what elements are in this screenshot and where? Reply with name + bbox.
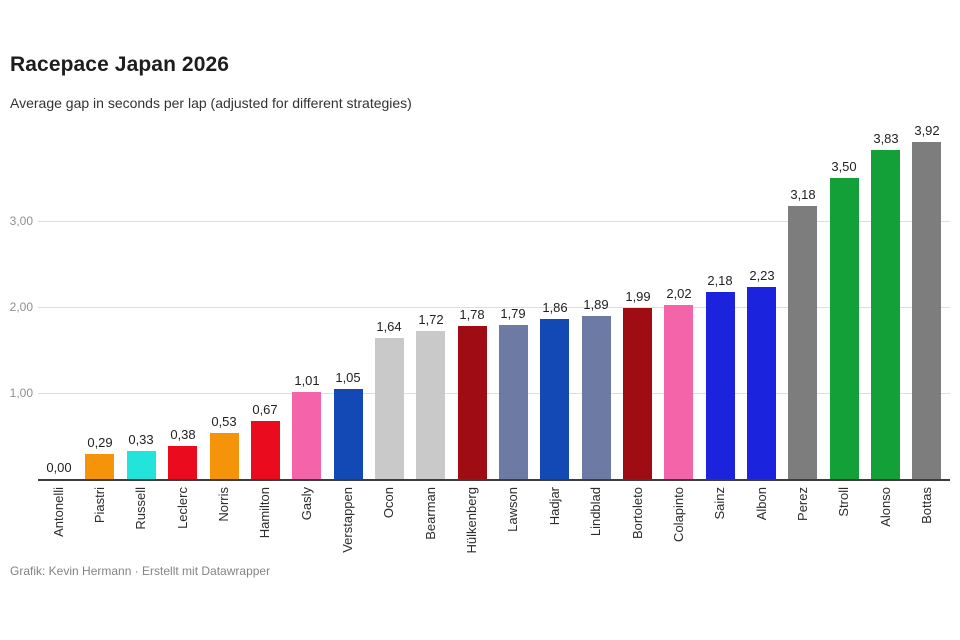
value-label-sainz: 2,18 — [707, 273, 733, 288]
value-label-perez: 3,18 — [790, 187, 816, 202]
x-axis-label-piastri: Piastri — [92, 487, 107, 524]
value-label-leclerc: 0,38 — [170, 427, 196, 442]
value-label-russell: 0,33 — [128, 432, 154, 447]
bar-leclerc[interactable] — [168, 446, 197, 479]
x-axis-label-leclerc: Leclerc — [175, 487, 190, 529]
value-label-hadjar: 1,86 — [542, 300, 568, 315]
bar-albon[interactable] — [747, 287, 776, 479]
y-gridline-2 — [38, 307, 950, 308]
value-label-albon: 2,23 — [749, 268, 775, 283]
value-label-ocon: 1,64 — [376, 319, 402, 334]
value-label-hulkenberg: 1,78 — [459, 307, 485, 322]
value-label-antonelli: 0,00 — [46, 460, 72, 475]
x-axis-label-russell: Russell — [133, 487, 148, 530]
bar-lindblad[interactable] — [582, 316, 611, 479]
bar-bortoleto[interactable] — [623, 308, 652, 479]
x-axis-label-verstappen: Verstappen — [340, 487, 355, 553]
x-axis-label-hamilton: Hamilton — [257, 487, 272, 539]
x-axis-label-ocon: Ocon — [381, 487, 396, 519]
bar-piastri[interactable] — [85, 454, 114, 479]
value-label-lawson: 1,79 — [500, 306, 526, 321]
y-tick-label-3: 3,00 — [9, 214, 33, 228]
value-label-bearman: 1,72 — [418, 312, 444, 327]
x-axis-label-hadjar: Hadjar — [547, 487, 562, 526]
x-axis-line — [38, 479, 950, 481]
x-axis-label-albon: Albon — [754, 487, 769, 521]
chart-title: Racepace Japan 2026 — [10, 53, 230, 76]
chart-credit: Grafik: Kevin Hermann · Erstellt mit Dat… — [10, 564, 271, 578]
x-axis-label-norris: Norris — [216, 487, 231, 522]
x-axis-label-bottas: Bottas — [919, 487, 934, 524]
x-axis-label-perez: Perez — [795, 487, 810, 521]
bar-russell[interactable] — [127, 451, 156, 479]
bar-hulkenberg[interactable] — [458, 326, 487, 479]
y-tick-label-1: 1,00 — [9, 386, 33, 400]
bar-perez[interactable] — [788, 206, 817, 479]
y-gridline-3 — [38, 221, 950, 222]
x-axis-label-lindblad: Lindblad — [588, 487, 603, 537]
bar-hadjar[interactable] — [540, 319, 569, 479]
x-axis-label-stroll: Stroll — [836, 487, 851, 517]
bar-norris[interactable] — [210, 433, 239, 479]
x-axis-label-sainz: Sainz — [712, 487, 727, 520]
bar-stroll[interactable] — [830, 178, 859, 479]
bar-sainz[interactable] — [706, 292, 735, 479]
value-label-piastri: 0,29 — [87, 435, 113, 450]
x-axis-label-gasly: Gasly — [299, 487, 314, 521]
bar-bottas[interactable] — [912, 142, 941, 479]
x-axis-label-alonso: Alonso — [878, 487, 893, 527]
bar-ocon[interactable] — [375, 338, 404, 479]
value-label-hamilton: 0,67 — [252, 402, 278, 417]
x-axis-label-lawson: Lawson — [505, 487, 520, 532]
value-label-gasly: 1,01 — [294, 373, 320, 388]
bar-verstappen[interactable] — [334, 389, 363, 479]
bar-alonso[interactable] — [871, 150, 900, 479]
bar-lawson[interactable] — [499, 325, 528, 479]
bar-bearman[interactable] — [416, 331, 445, 479]
bar-gasly[interactable] — [292, 392, 321, 479]
y-tick-label-2: 2,00 — [9, 300, 33, 314]
chart-subtitle: Average gap in seconds per lap (adjusted… — [10, 95, 412, 111]
value-label-colapinto: 2,02 — [666, 286, 692, 301]
value-label-norris: 0,53 — [211, 414, 237, 429]
x-axis-label-colapinto: Colapinto — [671, 487, 686, 542]
x-axis-label-bortoleto: Bortoleto — [630, 487, 645, 540]
x-axis-label-antonelli: Antonelli — [51, 487, 66, 537]
x-axis-label-hulkenberg: Hülkenberg — [464, 487, 479, 554]
value-label-bottas: 3,92 — [914, 123, 940, 138]
value-label-lindblad: 1,89 — [583, 297, 609, 312]
y-gridline-1 — [38, 393, 950, 394]
bar-hamilton[interactable] — [251, 421, 280, 479]
bar-colapinto[interactable] — [664, 305, 693, 479]
value-label-bortoleto: 1,99 — [625, 289, 651, 304]
value-label-verstappen: 1,05 — [335, 370, 361, 385]
value-label-alonso: 3,83 — [873, 131, 899, 146]
value-label-stroll: 3,50 — [831, 159, 857, 174]
x-axis-label-bearman: Bearman — [423, 487, 438, 540]
